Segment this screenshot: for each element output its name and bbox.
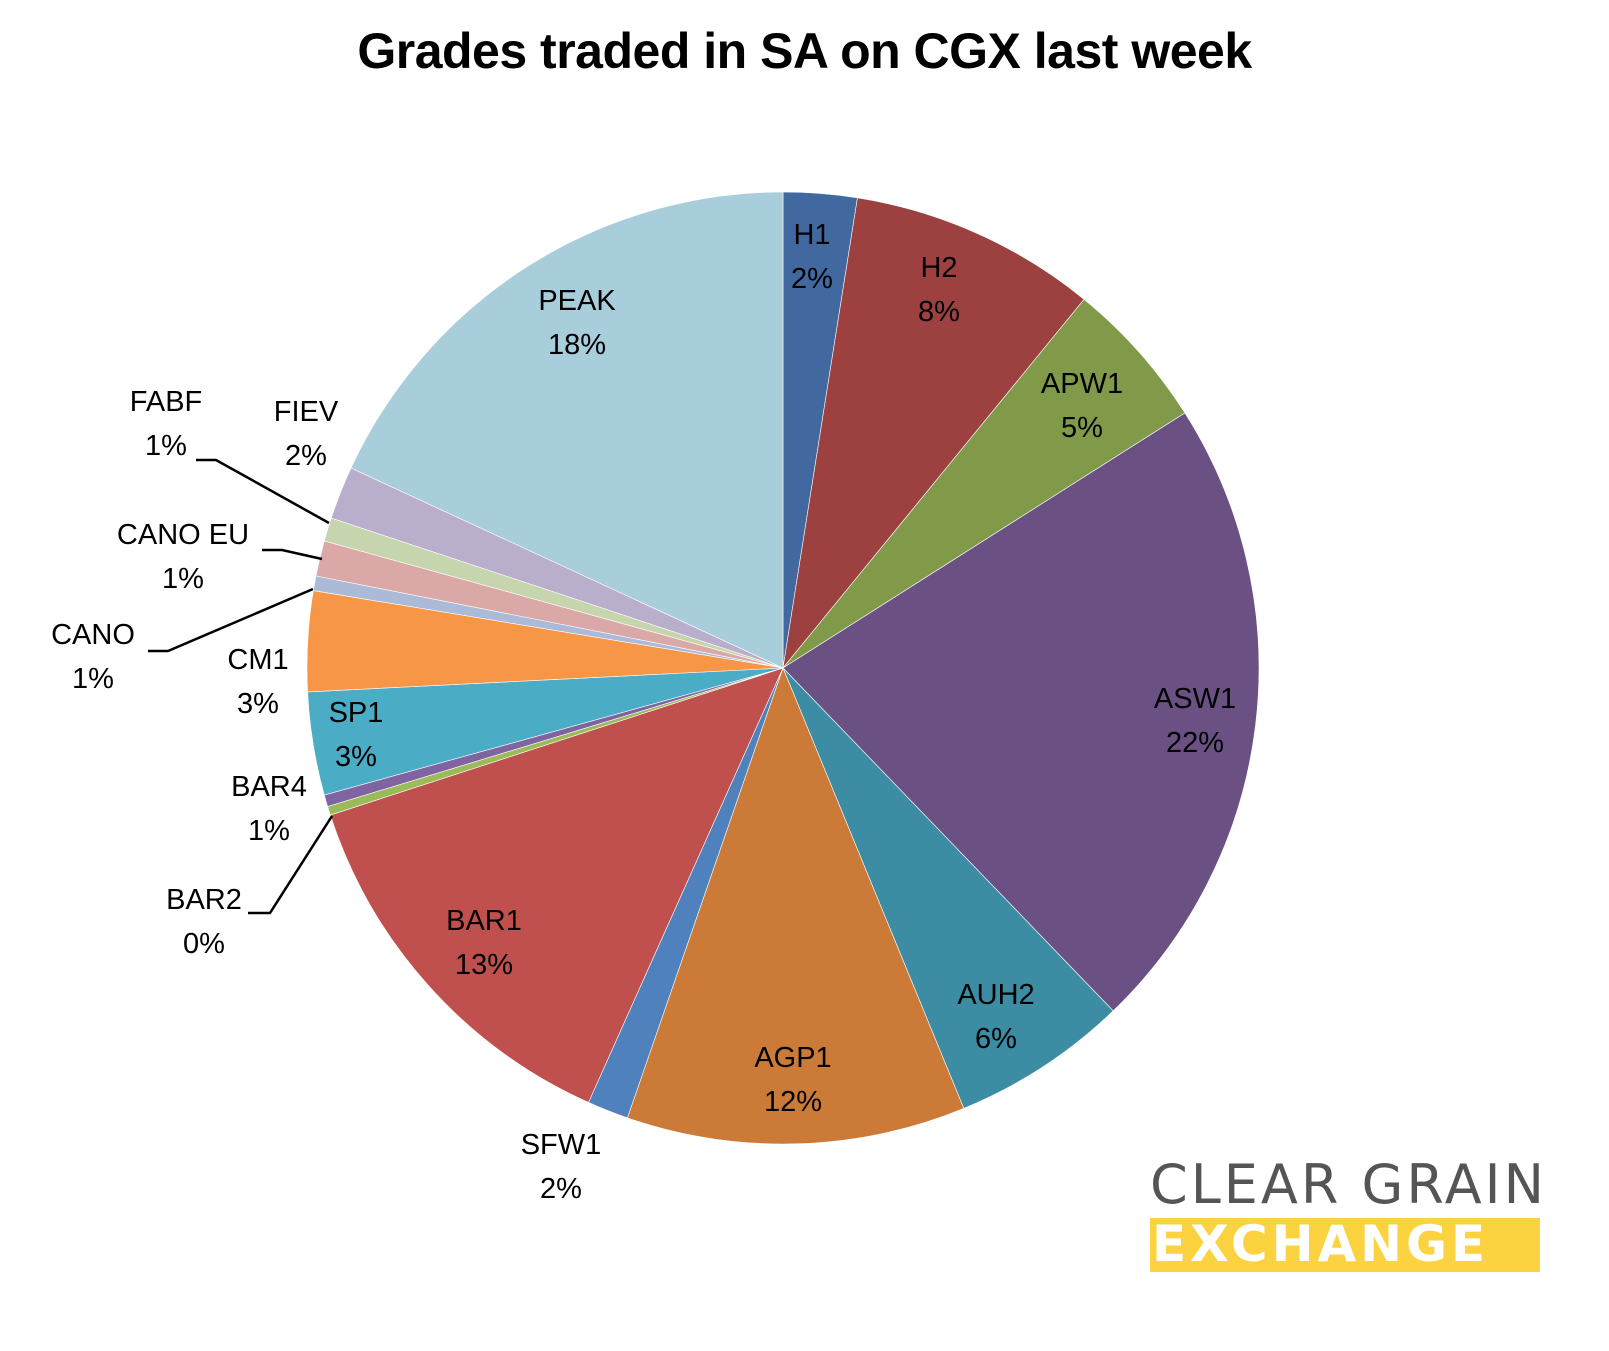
data-label-percent: 1% [72,663,114,695]
data-label-percent: 3% [335,741,377,773]
data-label-percent: 2% [285,440,327,472]
data-label-percent: 12% [763,1086,823,1118]
pie-slice-h2 [782,197,1085,670]
data-label-name: SFW1 [520,1129,602,1161]
pie-slice-agp1 [627,667,965,1145]
data-label-percent: 0% [183,928,225,960]
chart-title: Grades traded in SA on CGX last week [357,23,1252,79]
pie-slice-peak [350,191,784,669]
data-label-cano: CANO 1% [51,613,135,701]
data-label-peak: PEAK 18% [538,279,615,367]
data-label-name: PEAK [538,285,616,317]
data-label-auh2: AUH2 6% [957,973,1034,1061]
leader-line-cano-eu [262,548,323,561]
leader-line-cano [148,587,314,653]
data-label-bar4: BAR4 1% [231,765,307,853]
leader-line-fabf [196,458,330,525]
data-label-percent: 18% [547,329,607,361]
data-label-percent: 2% [791,263,833,295]
data-label-name: AGP1 [754,1042,832,1074]
data-label-name: CM1 [227,644,289,676]
data-label-percent: 13% [454,949,514,981]
data-label-percent: 8% [918,296,960,328]
data-label-percent: 2% [540,1173,582,1205]
logo-line2: EXCHANGE [1150,1218,1540,1272]
data-label-percent: 22% [1165,727,1225,759]
data-label-percent: 3% [237,688,279,720]
data-label-name: SP1 [328,697,384,729]
data-label-name: APW1 [1040,368,1124,400]
data-label-cm1: CM1 3% [227,638,288,726]
data-label-cano-eu: CANO EU 1% [117,513,249,601]
data-label-h2: H2 8% [918,246,960,334]
data-label-name: FABF [129,386,203,418]
clear-grain-exchange-logo: CLEAR GRAIN EXCHANGE [1150,1153,1547,1272]
data-label-bar1: BAR1 13% [446,899,522,987]
data-label-name: ASW1 [1153,683,1237,715]
data-label-name: FIEV [273,396,339,428]
data-label-percent: 1% [248,815,290,847]
data-label-asw1: ASW1 22% [1154,677,1236,765]
data-label-bar2: BAR2 0% [166,878,242,966]
pie-slice-auh2 [782,667,1114,1109]
data-label-agp1: AGP1 12% [754,1036,831,1124]
pie-slice-bar1 [329,667,784,1103]
data-label-name: CANO EU [116,519,250,551]
data-label-name: CANO [51,619,135,651]
logo-line1: CLEAR GRAIN [1150,1153,1547,1216]
data-label-sfw1: SFW1 2% [521,1123,602,1211]
data-label-fabf: FABF 1% [130,380,203,468]
pie-slice-apw1 [782,298,1186,669]
pie-slice-asw1 [782,412,1260,1012]
data-label-name: H1 [793,219,831,251]
data-label-percent: 6% [975,1023,1017,1055]
data-label-h1: H1 2% [791,213,833,301]
data-label-sp1: SP1 3% [329,691,384,779]
data-label-apw1: APW1 5% [1041,362,1123,450]
data-label-percent: 5% [1061,412,1103,444]
data-label-name: BAR1 [446,905,522,937]
data-label-name: BAR4 [231,771,307,803]
data-label-percent: 1% [145,430,187,462]
data-label-percent: 1% [162,563,204,595]
leader-line-bar2 [248,815,334,915]
data-label-name: AUH2 [957,979,1035,1011]
data-label-fiev: FIEV 2% [274,390,338,478]
data-label-name: BAR2 [166,884,242,916]
data-label-name: H2 [920,252,958,284]
